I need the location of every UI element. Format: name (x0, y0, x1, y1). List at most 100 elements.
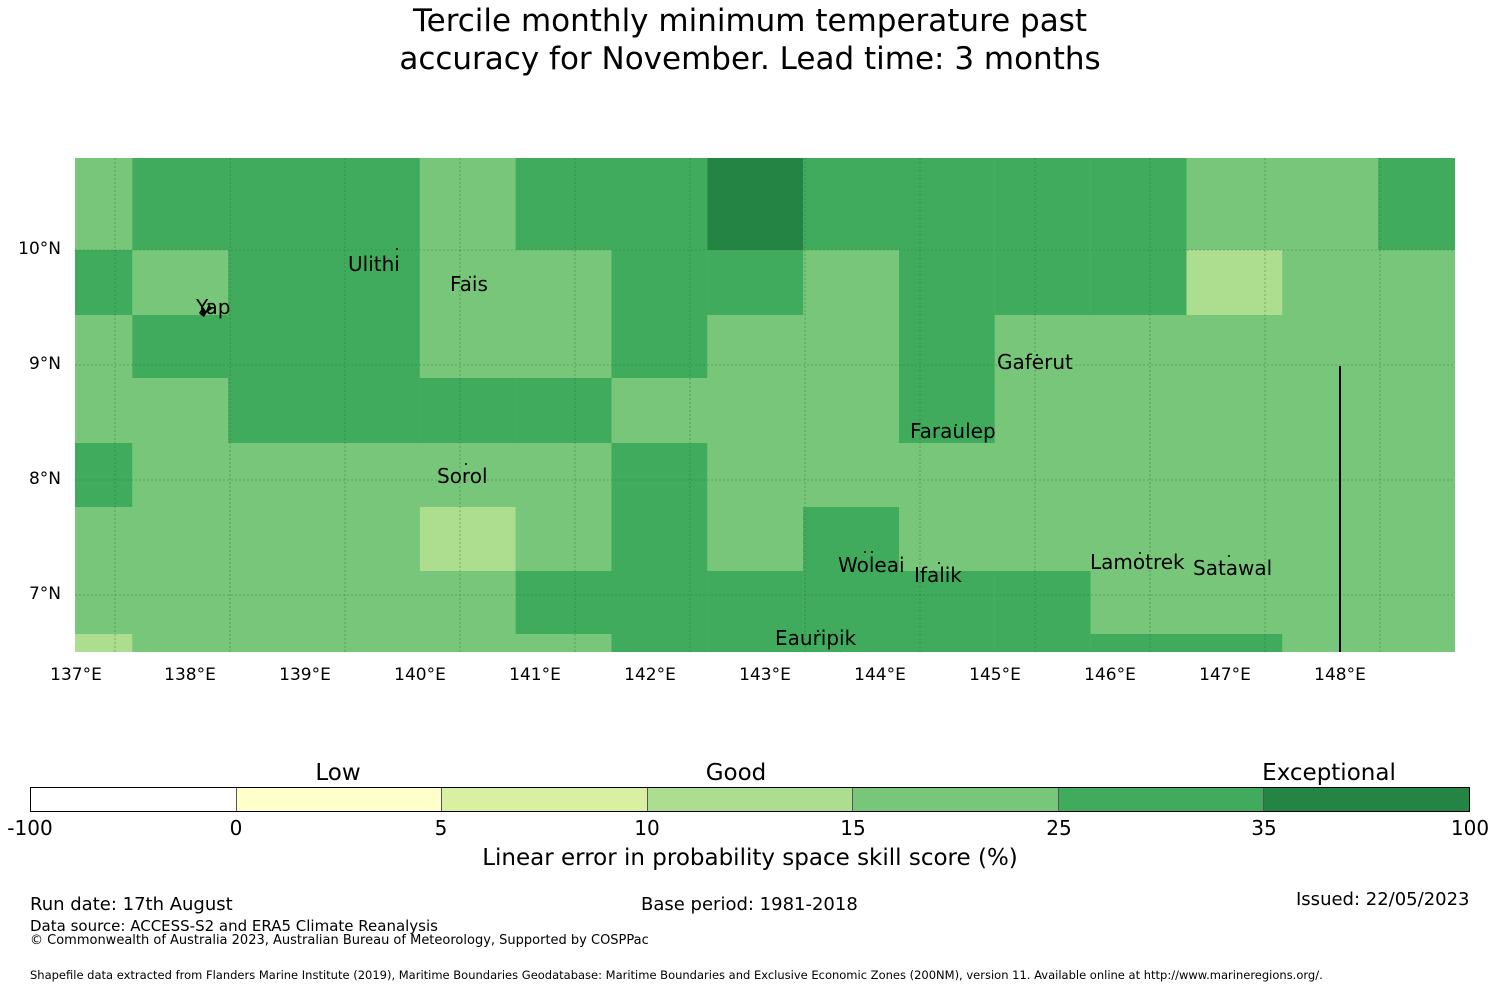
grid-cell (803, 571, 899, 634)
lon-tick-148e: 148°E (1314, 665, 1366, 685)
grid-cell (515, 571, 612, 634)
grid-cell (1282, 634, 1379, 652)
grid-cell (899, 634, 995, 652)
grid-cell (1090, 507, 1187, 571)
grid-cell (75, 571, 133, 634)
colorbar-segment (853, 788, 1059, 811)
colorbar-tick: 5 (434, 816, 448, 840)
atoll-marker (1036, 354, 1038, 356)
grid-cell (228, 507, 324, 571)
colorbar-segment (442, 788, 648, 811)
place-label-lamotrek: Lamotrek (1090, 550, 1185, 574)
grid-cell (611, 507, 708, 571)
colorbar-tick: -100 (7, 816, 53, 840)
grid-cell (1090, 634, 1187, 652)
grid-cell (324, 571, 420, 634)
grid-cell (1378, 571, 1455, 634)
grid-cell (1090, 158, 1187, 250)
colorbar-segment (31, 788, 237, 811)
grid-cell (803, 315, 899, 378)
grid-cell (419, 250, 516, 315)
grid-cell (994, 378, 1091, 443)
grid-cell (1282, 250, 1379, 315)
grid-cell (132, 443, 229, 507)
grid-cell (1186, 378, 1283, 443)
lat-tick-8n: 8°N (28, 469, 61, 489)
place-label-satawal: Satawal (1193, 556, 1273, 580)
colorbar-segment (1058, 788, 1265, 811)
grid-cell (803, 250, 899, 315)
grid-cell (1090, 250, 1187, 315)
atoll-marker (1139, 552, 1141, 554)
grid-cell (75, 315, 133, 378)
grid-cell (803, 443, 899, 507)
grid-cell (707, 571, 804, 634)
grid-cell (515, 634, 612, 652)
copyright-notice: © Commonwealth of Australia 2023, Austra… (30, 933, 649, 948)
grid-cell (324, 158, 420, 250)
lon-tick-137e: 137°E (50, 665, 102, 685)
grid-cell (707, 634, 804, 652)
grid-cell (1186, 250, 1283, 315)
colorbar-tick: 100 (1450, 816, 1490, 840)
atoll-marker (396, 248, 398, 250)
grid-cell (515, 378, 612, 443)
issued-date: Issued: 22/05/2023 (1296, 889, 1470, 910)
grid-cell (132, 634, 229, 652)
grid-cell (899, 378, 995, 443)
grid-cell (515, 315, 612, 378)
grid-cell (228, 315, 324, 378)
grid-cell (1378, 158, 1455, 250)
grid-cell (899, 443, 995, 507)
run-date: Run date: 17th August (30, 894, 233, 915)
lon-tick-142e: 142°E (624, 665, 676, 685)
atoll-marker (955, 424, 957, 426)
grid-cell (132, 315, 229, 378)
grid-cell (1282, 571, 1379, 634)
grid-cell (515, 443, 612, 507)
grid-cell (132, 250, 229, 315)
grid-cell (1378, 250, 1455, 315)
grid-cell (515, 158, 612, 250)
grid-cell (1090, 571, 1187, 634)
grid-cell (419, 571, 516, 634)
grid-cell (1186, 315, 1283, 378)
grid-cell (75, 507, 133, 571)
grid-cell (994, 250, 1091, 315)
place-label-sorol: Sorol (437, 464, 488, 488)
grid-cell (1378, 634, 1455, 652)
grid-cell (994, 315, 1091, 378)
colorbar (30, 787, 1470, 812)
lon-tick-141e: 141°E (509, 665, 561, 685)
grid-cell (899, 507, 995, 571)
lon-tick-146e: 146°E (1084, 665, 1136, 685)
grid-cell (419, 634, 516, 652)
grid-cell (1186, 571, 1283, 634)
place-label-faraulep: Faraulep (910, 419, 996, 443)
grid-cell (75, 378, 133, 443)
lat-tick-9n: 9°N (28, 354, 61, 374)
grid-cell (611, 158, 708, 250)
skill-score-map: Ulithi Yap Fais Gaferut Faraulep Sorol W… (75, 158, 1455, 652)
grid-cell (611, 250, 708, 315)
grid-cell (1378, 443, 1455, 507)
grid-cell (803, 378, 899, 443)
grid-cell (324, 507, 420, 571)
grid-cell (132, 378, 229, 443)
grid-cell (803, 634, 899, 652)
grid-cell (1282, 507, 1379, 571)
colorbar-segment (647, 788, 854, 811)
map-title-line-2: accuracy for November. Lead time: 3 mont… (399, 41, 1101, 77)
lon-tick-139e: 139°E (279, 665, 331, 685)
place-label-yap: Yap (196, 295, 231, 319)
colorbar-label: Linear error in probability space skill … (482, 845, 1018, 871)
grid-cell (228, 571, 324, 634)
skill-grid (75, 158, 1455, 652)
grid-cell (899, 315, 995, 378)
grid-cell (1090, 378, 1187, 443)
grid-cell (707, 507, 804, 571)
lon-tick-147e: 147°E (1199, 665, 1251, 685)
colorbar-segment (236, 788, 443, 811)
grid-cell (707, 443, 804, 507)
grid-cell (707, 378, 804, 443)
